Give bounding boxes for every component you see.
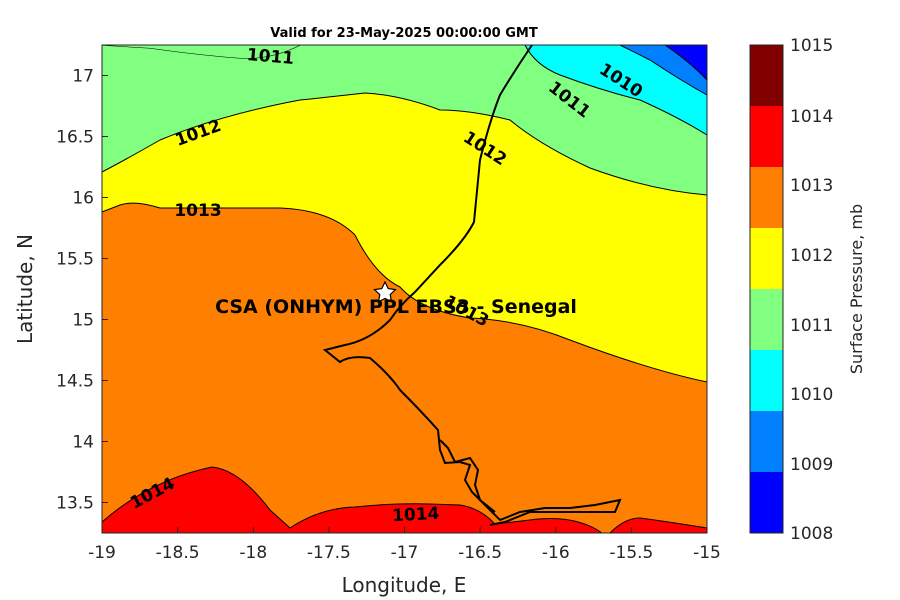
colorbar-swatch	[750, 289, 783, 350]
x-tick-labels: -19 -18.5 -18 -17.5 -17 -16.5 -16 -15.5 …	[88, 543, 721, 563]
colorbar-swatch	[750, 472, 783, 533]
x-tick-label: -19	[88, 543, 116, 563]
y-axis	[102, 75, 108, 503]
colorbar-tick-label: 1010	[790, 385, 833, 405]
colorbar-tick-label: 1009	[790, 455, 833, 475]
x-axis	[101, 527, 708, 533]
site-star-icon	[373, 280, 397, 303]
x-tick-label: -15.5	[609, 543, 653, 563]
colorbar-label: Surface Pressure, mb	[847, 204, 866, 374]
colorbar-swatch	[750, 106, 783, 167]
y-tick-label: 16.5	[56, 128, 94, 148]
region-1011	[101, 44, 708, 196]
colorbar-swatch	[750, 45, 783, 106]
x-tick-label: -17.5	[307, 543, 351, 563]
contour-label-1011-top: 1011	[246, 45, 295, 69]
map-title: Valid for 23-May-2025 00:00:00 GMT	[270, 26, 538, 41]
x-axis-label: Longitude, E	[342, 573, 467, 597]
colorbar-swatch	[750, 167, 783, 228]
y-tick-label: 15.5	[56, 250, 94, 270]
colorbar-tick-label: 1008	[790, 524, 833, 544]
colorbar-tick-label: 1011	[790, 316, 833, 336]
colorbar-swatch	[750, 350, 783, 411]
colorbar-swatch	[750, 228, 783, 289]
colorbar-tick-label: 1014	[790, 107, 833, 127]
contour-label-1014-south: 1014	[392, 504, 440, 526]
colorbar: 1015 1014 1013 1012 1011 1010 1009 1008 …	[749, 36, 866, 544]
contour-label-1013-west: 1013	[174, 201, 221, 221]
x-tick-label: -16	[542, 543, 570, 563]
x-tick-label: -18.5	[156, 543, 200, 563]
y-tick-label: 14.5	[56, 372, 94, 392]
gambia-river	[439, 439, 496, 513]
y-tick-labels: 13.5 14 14.5 15 15.5 16 16.5 17	[56, 67, 94, 514]
senegal-border-north	[322, 44, 622, 526]
y-axis-label: Latitude, N	[13, 234, 37, 344]
region-1014-east	[608, 517, 708, 534]
region-1014	[101, 466, 604, 534]
colorbar-frame	[749, 44, 784, 534]
y-tick-label: 15	[72, 311, 94, 331]
colorbar-tick-label: 1012	[790, 246, 833, 266]
x-tick-label: -16.5	[458, 543, 502, 563]
colorbar-swatch	[750, 411, 783, 472]
colorbar-tick-label: 1013	[790, 176, 833, 196]
y-tick-label: 14	[72, 433, 94, 453]
y-tick-label: 13.5	[56, 494, 94, 514]
y-tick-label: 16	[72, 189, 94, 209]
colorbar-tick-label: 1015	[790, 36, 833, 56]
map-plot-area: 1011 1010 1011 1012 1012 1013 1013 1014 …	[101, 44, 708, 534]
x-tick-label: -17	[391, 543, 419, 563]
x-tick-label: -18	[239, 543, 267, 563]
region-1011-nw-fill	[102, 45, 300, 59]
x-tick-label: -15	[693, 543, 721, 563]
y-tick-label: 17	[72, 67, 94, 87]
site-label: CSA (ONHYM) PPL EBS3 - Senegal	[215, 296, 577, 318]
